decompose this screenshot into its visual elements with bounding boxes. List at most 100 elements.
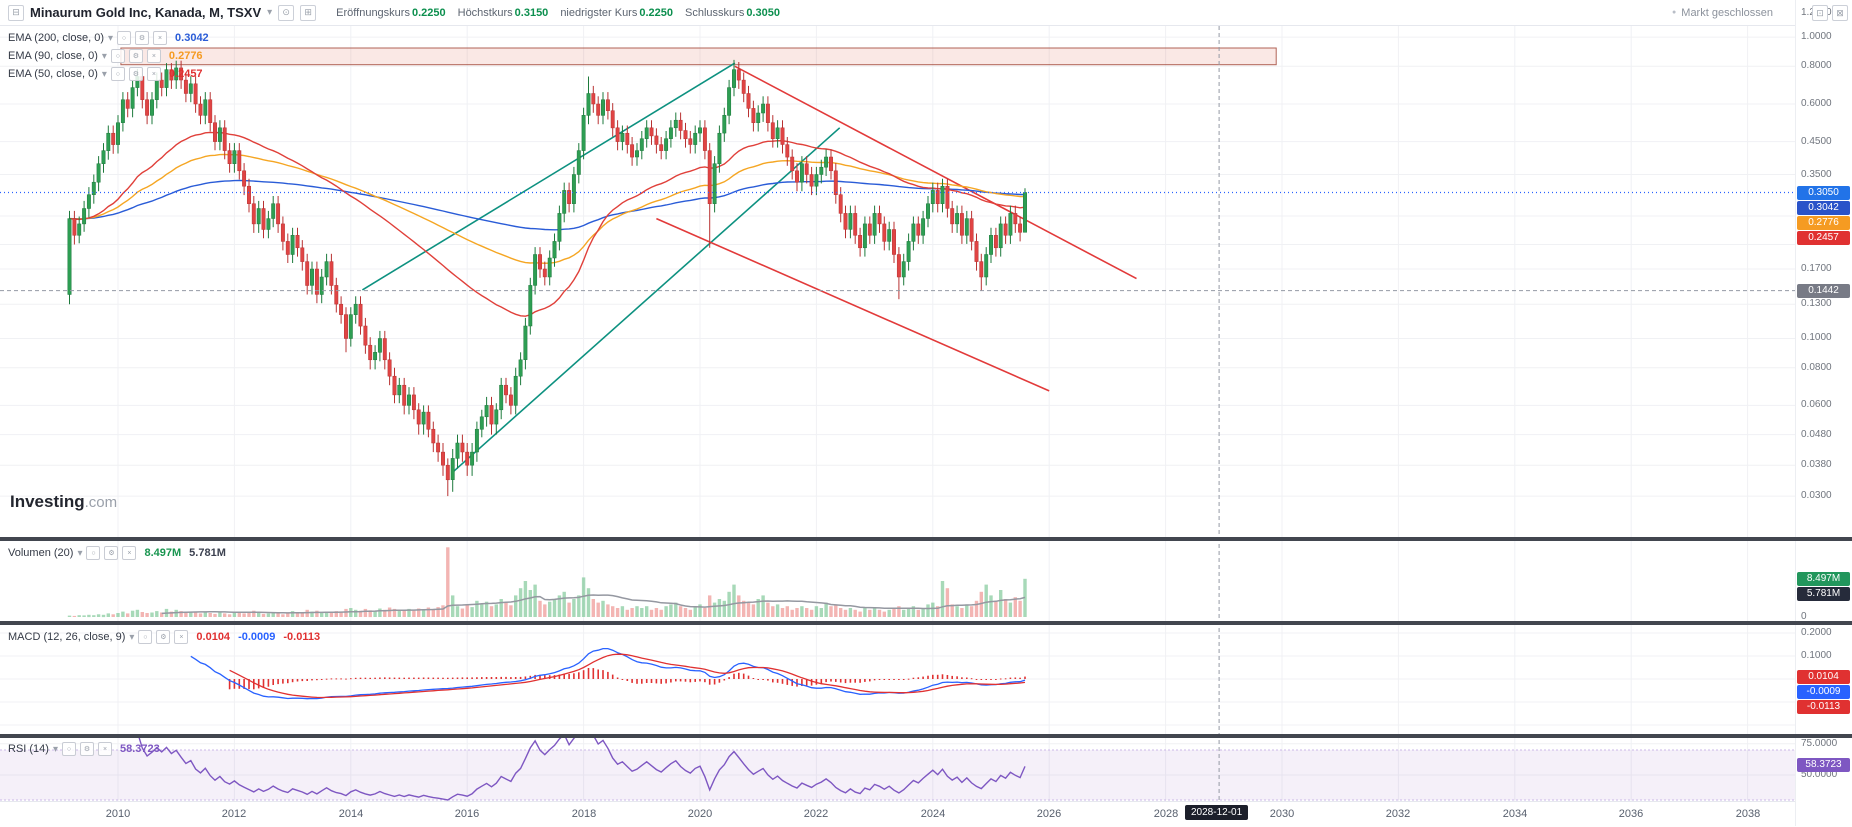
chevron-down-icon[interactable]: ▾ bbox=[129, 631, 135, 643]
legend-macd-label[interactable]: MACD (12, 26, close, 9) bbox=[8, 631, 126, 643]
last-price-badge: 0.3050 bbox=[1797, 186, 1850, 200]
rsi-badge: 58.3723 bbox=[1797, 758, 1850, 772]
ema-lines-layer bbox=[69, 131, 1026, 317]
close-icon[interactable]: × bbox=[146, 67, 161, 81]
legend-volume-label[interactable]: Volumen (20) bbox=[8, 547, 74, 559]
layout-icon[interactable]: ⊞ bbox=[300, 4, 317, 21]
pane-separator[interactable] bbox=[0, 621, 1852, 625]
close-value: 0.3050 bbox=[746, 6, 780, 19]
settings-icon[interactable]: ⚙ bbox=[128, 49, 143, 63]
legend-ema200-label[interactable]: EMA (200, close, 0) bbox=[8, 32, 104, 44]
time-axis-label: 2012 bbox=[221, 808, 247, 820]
macd-signal-value: -0.0113 bbox=[283, 631, 321, 643]
chevron-down-icon[interactable]: ▾ bbox=[101, 50, 107, 62]
price-scale[interactable]: 1.20001.00000.80000.60000.45000.35000.17… bbox=[1795, 0, 1852, 826]
legend-ema50-value: 0.2457 bbox=[168, 68, 203, 80]
layout-glyph: ⊞ bbox=[304, 7, 312, 17]
legend-ema90-label[interactable]: EMA (90, close, 0) bbox=[8, 50, 98, 62]
time-axis-label: 2032 bbox=[1385, 808, 1411, 820]
trendlines-layer[interactable] bbox=[361, 62, 1137, 473]
logo-tld: .com bbox=[84, 494, 118, 511]
status-dot-icon: ● bbox=[1672, 9, 1677, 16]
time-axis-label: 2034 bbox=[1502, 808, 1528, 820]
macd-line-badge: -0.0009 bbox=[1797, 685, 1850, 699]
settings-icon[interactable]: ⚙ bbox=[135, 31, 150, 45]
time-axis-label: 2020 bbox=[687, 808, 713, 820]
legend-rsi: RSI (14) ▾ ○ ⚙ × 58.3723 bbox=[8, 742, 160, 756]
eye-icon[interactable]: ○ bbox=[110, 67, 125, 81]
investing-logo: Investing.com bbox=[10, 492, 117, 512]
chevron-down-icon[interactable]: ▾ bbox=[52, 743, 58, 755]
time-axis[interactable]: 2010 2012 2014 2016 2018 2020 2022 2024 2026 2028… bbox=[0, 801, 1795, 827]
candles-layer[interactable] bbox=[67, 59, 1027, 497]
legend-ema50: EMA (50, close, 0) ▾ ○ ⚙ × 0.2457 bbox=[8, 67, 203, 81]
collapse-glyph: ⊟ bbox=[12, 7, 20, 17]
chevron-down-icon[interactable]: ▾ bbox=[267, 7, 273, 18]
time-axis-label: 2026 bbox=[1036, 808, 1062, 820]
close-icon[interactable]: × bbox=[153, 31, 168, 45]
ema90-badge: 0.2776 bbox=[1797, 216, 1850, 230]
settings-icon[interactable]: ⚙ bbox=[128, 67, 143, 81]
volume-badge: 8.497M bbox=[1797, 572, 1850, 586]
close-icon[interactable]: × bbox=[174, 630, 189, 644]
legend-ema200: EMA (200, close, 0) ▾ ○ ⚙ × 0.3042 bbox=[8, 31, 209, 45]
collapse-panel-icon[interactable]: ⊟ bbox=[8, 4, 24, 21]
legend-ema90: EMA (90, close, 0) ▾ ○ ⚙ × 0.2776 bbox=[8, 49, 203, 63]
time-axis-label: 2010 bbox=[105, 808, 131, 820]
eye-icon[interactable]: ○ bbox=[110, 49, 125, 63]
crosshair-date-badge: 2028-12-01 bbox=[1185, 805, 1249, 820]
ema50-badge: 0.2457 bbox=[1797, 231, 1850, 245]
time-axis-label: 2028 bbox=[1153, 808, 1179, 820]
settings-icon[interactable]: ⚙ bbox=[156, 630, 171, 644]
legend-rsi-label[interactable]: RSI (14) bbox=[8, 743, 49, 755]
axis-label: 0.0480 bbox=[1801, 429, 1832, 440]
maximize-icon[interactable]: ⊠ bbox=[1832, 5, 1848, 21]
camera-icon[interactable]: ⊙ bbox=[278, 4, 295, 21]
chevron-down-icon[interactable]: ▾ bbox=[101, 68, 107, 80]
axis-label: 1.0000 bbox=[1801, 31, 1832, 42]
chevron-down-icon[interactable]: ▾ bbox=[108, 32, 114, 44]
pane-separator[interactable] bbox=[0, 734, 1852, 738]
axis-label: 0 bbox=[1801, 611, 1807, 622]
resistance-zone[interactable] bbox=[120, 47, 1277, 66]
volume-layer bbox=[67, 547, 1027, 618]
grid-layer bbox=[0, 26, 1795, 801]
eye-icon[interactable]: ○ bbox=[86, 546, 101, 560]
eye-icon[interactable]: ○ bbox=[138, 630, 153, 644]
eye-icon[interactable]: ○ bbox=[62, 742, 76, 756]
macd-line-value: -0.0009 bbox=[238, 631, 276, 643]
camera-glyph: ⊙ bbox=[282, 7, 290, 17]
legend-macd: MACD (12, 26, close, 9) ▾ ○ ⚙ × 0.0104 -… bbox=[8, 630, 320, 644]
open-value: 0.2250 bbox=[411, 6, 446, 19]
axis-label: 0.6000 bbox=[1801, 98, 1832, 109]
axis-label: 0.0300 bbox=[1801, 490, 1832, 501]
chevron-down-icon[interactable]: ▾ bbox=[77, 547, 83, 559]
settings-icon[interactable]: ⚙ bbox=[80, 742, 94, 756]
rsi-value: 58.3723 bbox=[120, 743, 160, 755]
macd-hist-badge: 0.0104 bbox=[1797, 670, 1850, 684]
pane-separator[interactable] bbox=[0, 537, 1852, 541]
axis-label: 0.0380 bbox=[1801, 459, 1832, 470]
macd-layer bbox=[190, 647, 1026, 700]
symbol-title[interactable]: Minaurum Gold Inc, Kanada, M, TSXV bbox=[30, 5, 262, 20]
maximize-glyph: ⊠ bbox=[1836, 7, 1844, 18]
crosshair-price-badge: 0.1442 bbox=[1797, 284, 1850, 298]
volume-ma-badge: 5.781M bbox=[1797, 587, 1850, 601]
close-icon[interactable]: × bbox=[146, 49, 161, 63]
low-label: niedrigster Kurs bbox=[560, 6, 638, 19]
close-icon[interactable]: × bbox=[122, 546, 137, 560]
axis-label: 75.0000 bbox=[1801, 738, 1838, 749]
legend-ema200-value: 0.3042 bbox=[175, 32, 209, 44]
popout-glyph: ⊡ bbox=[1816, 7, 1824, 18]
legend-ema50-label[interactable]: EMA (50, close, 0) bbox=[8, 68, 98, 80]
axis-label: 0.0600 bbox=[1801, 399, 1832, 410]
time-axis-label: 2022 bbox=[803, 808, 829, 820]
eye-icon[interactable]: ○ bbox=[117, 31, 132, 45]
popout-icon[interactable]: ⊡ bbox=[1812, 5, 1828, 21]
close-icon[interactable]: × bbox=[98, 742, 112, 756]
time-axis-label: 2016 bbox=[454, 808, 480, 820]
axis-label: 0.0800 bbox=[1801, 362, 1832, 373]
volume-value: 8.497M bbox=[144, 547, 182, 559]
settings-icon[interactable]: ⚙ bbox=[104, 546, 119, 560]
